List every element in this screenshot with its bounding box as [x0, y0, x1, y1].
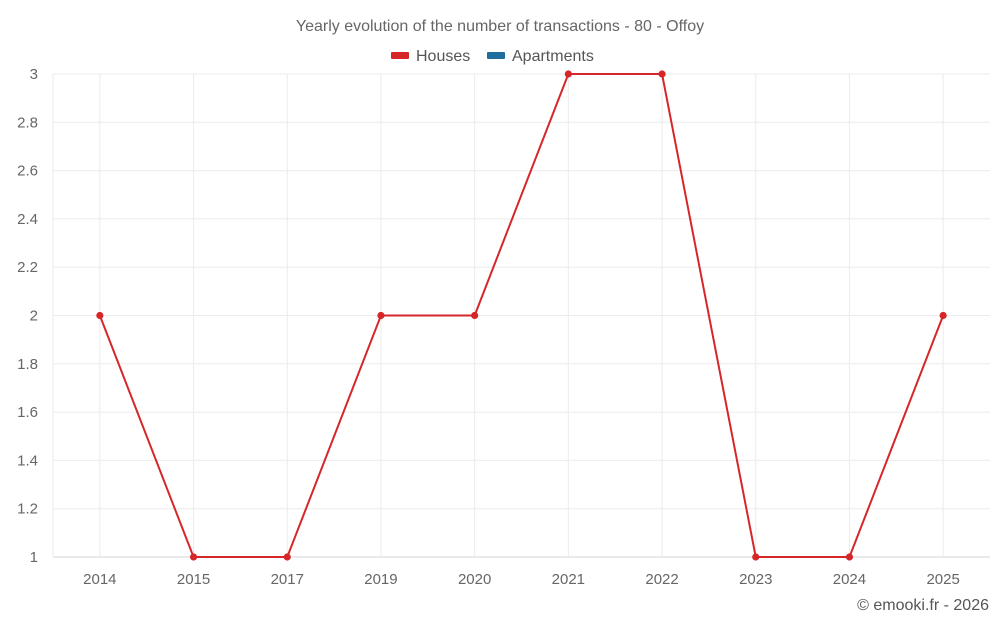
legend-label-houses: Houses	[416, 48, 470, 65]
x-tick-label: 2020	[458, 571, 491, 588]
chart-title: Yearly evolution of the number of transa…	[296, 18, 704, 35]
y-tick-label: 2.2	[17, 259, 38, 276]
y-tick-label: 2	[30, 308, 38, 325]
data-point-houses[interactable]	[939, 311, 947, 320]
credit-text: © emooki.fr - 2026	[857, 597, 989, 614]
x-axis: 2014 2015 2017 2019 2020 2021 2022 2023 2024 2025	[83, 571, 960, 588]
legend-swatch-houses	[391, 52, 409, 59]
legend: Houses Apartments	[391, 48, 594, 65]
legend-item-apartments[interactable]: Apartments	[487, 48, 594, 65]
legend-label-apartments: Apartments	[512, 48, 594, 65]
x-tick-label: 2025	[926, 571, 959, 588]
x-tick-label: 2023	[739, 571, 772, 588]
series-group	[96, 70, 947, 561]
y-tick-label: 1.2	[17, 501, 38, 518]
y-tick-label: 3	[30, 66, 38, 83]
legend-item-houses[interactable]: Houses	[391, 48, 470, 65]
data-point-houses[interactable]	[564, 70, 572, 78]
series-line-houses	[98, 73, 945, 558]
data-point-houses[interactable]	[283, 553, 291, 561]
data-point-houses[interactable]	[189, 553, 198, 561]
y-tick-label: 2.8	[17, 114, 38, 131]
y-tick-label: 1.6	[17, 404, 38, 421]
x-tick-label: 2022	[645, 571, 678, 588]
data-point-houses[interactable]	[845, 553, 854, 561]
data-point-houses[interactable]	[752, 553, 760, 561]
y-tick-label: 2.6	[17, 163, 38, 180]
x-tick-label: 2024	[833, 571, 866, 588]
x-tick-label: 2019	[364, 571, 397, 588]
x-tick-label: 2015	[177, 571, 210, 588]
x-tick-label: 2014	[83, 571, 116, 588]
y-tick-label: 1	[30, 549, 38, 566]
x-tick-label: 2021	[552, 571, 585, 588]
y-tick-label: 2.4	[17, 211, 38, 228]
grid	[52, 73, 990, 558]
data-point-houses[interactable]	[96, 311, 104, 320]
y-tick-label: 1.8	[17, 356, 38, 373]
data-point-houses[interactable]	[658, 70, 666, 78]
y-axis: 1 1.2 1.4 1.6 1.8 2 2.2 2.4 2.6 2.8 3	[17, 66, 38, 566]
legend-swatch-apartments	[487, 52, 505, 59]
y-tick-label: 1.4	[17, 452, 38, 469]
x-tick-label: 2017	[271, 571, 304, 588]
data-point-houses[interactable]	[377, 311, 385, 320]
data-point-houses[interactable]	[471, 311, 479, 320]
